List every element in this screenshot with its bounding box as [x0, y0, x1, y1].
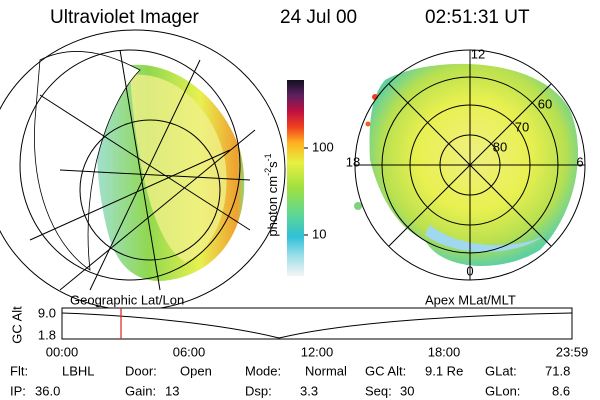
strip-axis-label: GC Alt — [9, 306, 24, 344]
field-value: Open — [180, 363, 212, 378]
field-label: Dsp: — [245, 383, 272, 398]
mlt-label: 18 — [346, 154, 360, 169]
time-label: 18:00 — [428, 344, 461, 359]
field-label: GLon: — [485, 383, 520, 398]
mlt-label: 6 — [576, 154, 583, 169]
time-label: 00:00 — [46, 344, 79, 359]
field-value: 36.0 — [35, 383, 60, 398]
field-value: 71.8 — [545, 363, 570, 378]
date: 24 Jul 00 — [280, 7, 357, 28]
unit: s — [265, 161, 280, 168]
time-label: 12:00 — [301, 344, 334, 359]
field-value: 3.3 — [300, 383, 318, 398]
time: 02:51:31 UT — [425, 7, 530, 28]
field-value: 8.6 — [552, 383, 570, 398]
field-value: 13 — [165, 383, 179, 398]
colorbar-label: photon cm-2s-1 — [263, 153, 280, 236]
panel-label: Geographic Lat/Lon — [70, 292, 184, 307]
strip-tick-label: 9.0 — [38, 305, 56, 320]
field-label: IP: — [10, 383, 26, 398]
field-label: Seq: — [365, 383, 392, 398]
panel-label: Apex MLat/MLT — [425, 292, 516, 307]
field-label: GLat: — [485, 363, 517, 378]
field-value: 9.1 Re — [425, 363, 463, 378]
colorbar-tick-label: 100 — [312, 139, 334, 154]
title: Ultraviolet Imager — [50, 7, 200, 28]
colorbar-tick-label: 10 — [312, 226, 326, 241]
exponent: -2 — [263, 168, 273, 176]
field-label: GC Alt: — [365, 363, 406, 378]
exponent: -1 — [263, 153, 273, 161]
field-label: Flt: — [10, 363, 28, 378]
field-label: Door: — [125, 363, 157, 378]
field-value: 30 — [400, 383, 414, 398]
field-label: Gain: — [125, 383, 156, 398]
mlt-label: 0 — [466, 263, 473, 278]
altitude-strip — [61, 307, 573, 340]
field-value: Normal — [305, 363, 347, 378]
geographic-image — [0, 29, 286, 311]
mlat-label: 60 — [538, 96, 552, 111]
footer: Flt: LBHL Door: Open Mode: Normal GC Alt: 9.1 R… — [10, 363, 570, 398]
mlat-label: 80 — [493, 139, 507, 154]
mlat-label: 70 — [515, 119, 529, 134]
field-label: Mode: — [245, 363, 281, 378]
colorbar — [287, 80, 304, 276]
time-label: 06:00 — [173, 344, 206, 359]
field-value: LBHL — [62, 363, 95, 378]
strip-tick-label: 1.8 — [38, 327, 56, 342]
unit: photon cm — [265, 176, 280, 237]
altitude-curve — [61, 312, 573, 339]
mlt-label: 12 — [471, 46, 485, 61]
time-label: 23:59 — [556, 344, 589, 359]
polar-image — [354, 49, 586, 281]
